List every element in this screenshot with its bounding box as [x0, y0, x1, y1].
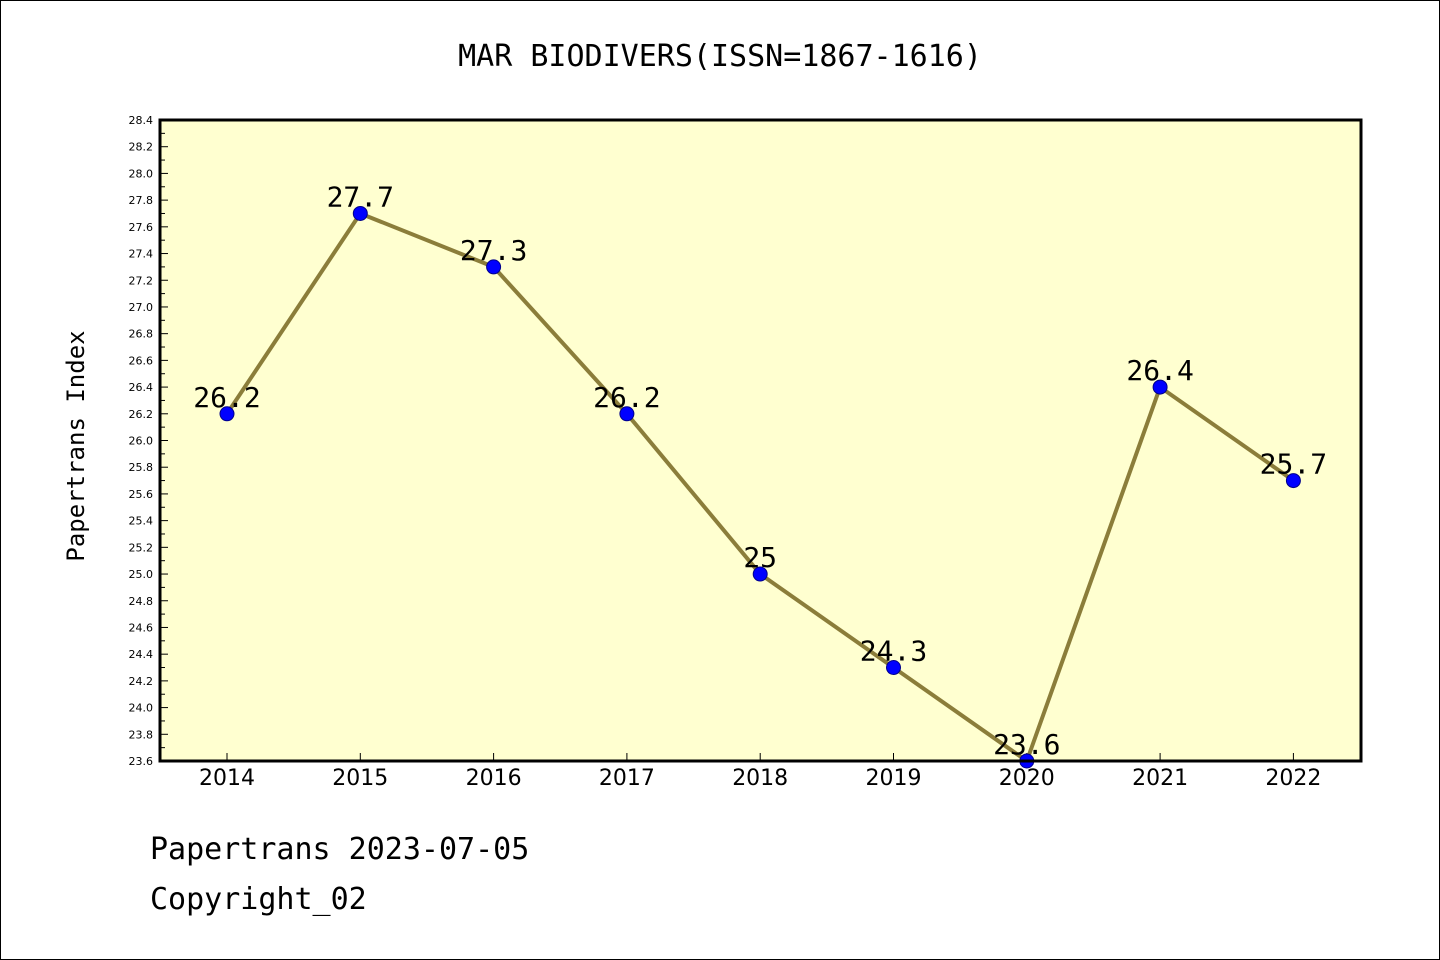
y-tick-label: 24.0 [129, 702, 154, 715]
y-tick-label: 25.8 [129, 461, 154, 474]
y-tick-label: 28.4 [129, 114, 154, 127]
data-label: 25.7 [1260, 448, 1327, 481]
x-tick-label: 2020 [999, 766, 1055, 791]
x-tick-label: 2021 [1132, 766, 1188, 791]
plot-border [158, 118, 1363, 763]
y-tick-label: 26.8 [129, 328, 154, 341]
data-point [219, 406, 235, 422]
series-group: 26.2 27.7 27.3 26.2 25 24.3 23.6 26.4 25.7 [193, 180, 1327, 769]
y-tick-label: 27.8 [129, 194, 154, 207]
y-tick-label: 28.0 [129, 167, 154, 180]
y-tick-label: 28.2 [129, 141, 154, 154]
y-tick-label: 26.6 [129, 354, 154, 367]
data-label: 27.7 [327, 180, 394, 213]
data-point [1152, 379, 1168, 395]
data-point [886, 660, 901, 676]
x-tick-label: 2022 [1265, 766, 1321, 791]
y-tick-label: 25.4 [129, 515, 154, 528]
data-point [352, 205, 368, 221]
data-label: 27.3 [460, 234, 527, 267]
axis-ticks: 23.6 23.8 24.0 24.2 24.4 24.6 24.8 25.0 25.2 25.4… [129, 114, 1322, 791]
data-point [752, 566, 768, 582]
x-tick-label: 2016 [466, 766, 522, 791]
y-tick-label: 23.6 [129, 755, 154, 768]
data-point [619, 406, 635, 422]
footer-date: Papertrans 2023-07-05 [150, 832, 530, 867]
chart-title: MAR BIODIVERS(ISSN=1867-1616) [458, 39, 982, 74]
data-label: 25 [743, 541, 777, 574]
data-label: 26.4 [1126, 354, 1193, 387]
y-tick-label: 27.0 [129, 301, 154, 314]
y-tick-label: 24.8 [129, 595, 154, 608]
y-tick-label: 24.4 [129, 648, 154, 661]
data-point [486, 259, 502, 275]
y-tick-label: 25.0 [129, 568, 154, 581]
y-tick-label: 25.6 [129, 488, 154, 501]
x-tick-label: 2015 [332, 766, 388, 791]
y-tick-label: 24.6 [129, 621, 154, 634]
data-label: 26.2 [593, 381, 660, 414]
data-label: 26.2 [193, 381, 260, 414]
y-tick-label: 23.8 [129, 728, 154, 741]
y-tick-label: 26.0 [129, 435, 154, 448]
y-tick-label: 27.6 [129, 221, 154, 234]
x-tick-label: 2019 [866, 766, 922, 791]
x-tick-label: 2014 [199, 766, 255, 791]
y-axis-label: Papertrans Index [62, 330, 90, 561]
y-tick-label: 24.2 [129, 675, 154, 688]
y-tick-label: 27.4 [129, 248, 154, 261]
data-label: 23.6 [993, 728, 1060, 761]
plot-area [160, 120, 1361, 761]
footer-copyright: Copyright_02 [150, 882, 367, 917]
y-tick-label: 27.2 [129, 274, 154, 287]
y-tick-label: 25.2 [129, 541, 154, 554]
y-tick-label: 26.4 [129, 381, 154, 394]
data-point [1285, 473, 1301, 489]
data-label: 24.3 [860, 635, 927, 668]
x-tick-label: 2017 [599, 766, 655, 791]
y-tick-label: 26.2 [129, 408, 154, 421]
x-tick-label: 2018 [732, 766, 788, 791]
